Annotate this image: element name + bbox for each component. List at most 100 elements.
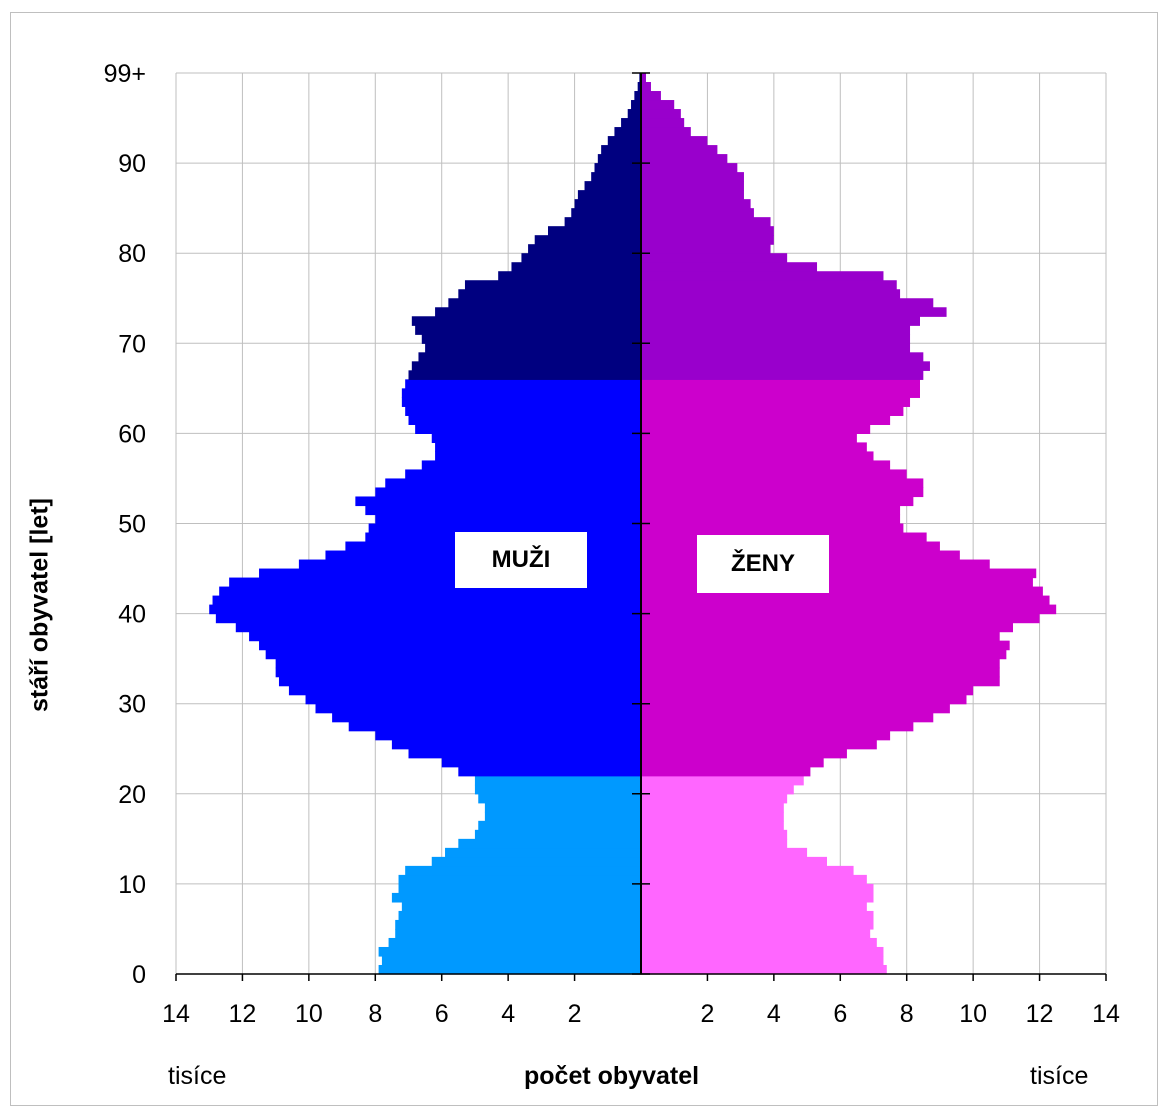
bar-women-age-84 — [641, 208, 754, 218]
bar-men-age-62 — [405, 406, 641, 416]
bar-women-age-15 — [641, 829, 788, 840]
bar-men-age-95 — [627, 109, 641, 119]
bar-women-age-51 — [641, 505, 901, 516]
bar-men-age-57 — [435, 451, 641, 462]
bar-men-age-18 — [484, 802, 641, 813]
bar-women-age-96 — [641, 100, 675, 110]
bar-men-age-3 — [388, 937, 641, 948]
bar-men-age-92 — [607, 136, 641, 146]
bar-women-age-38 — [641, 622, 1013, 633]
bar-men-age-39 — [215, 613, 641, 624]
bar-women-age-73 — [641, 307, 947, 317]
bar-men-age-65 — [405, 379, 641, 389]
bar-women-age-77 — [641, 271, 884, 281]
y-tick-label: 20 — [118, 781, 146, 809]
bar-men-age-66 — [408, 370, 641, 380]
bar-men-age-60 — [415, 424, 641, 434]
bar-men-age-69 — [425, 343, 641, 353]
bar-women-age-0 — [641, 964, 887, 975]
men-series-label: MUŽI — [455, 532, 587, 588]
x-tick-label: 4 — [501, 1000, 515, 1028]
bar-men-age-2 — [378, 946, 641, 957]
x-tick-label: 14 — [162, 1000, 190, 1028]
bar-women-age-69 — [641, 343, 911, 353]
bar-men-age-54 — [385, 478, 641, 489]
bar-women-age-68 — [641, 352, 924, 362]
bar-women-age-14 — [641, 838, 788, 849]
bar-men-age-68 — [418, 352, 641, 362]
bar-men-age-84 — [571, 208, 641, 218]
bar-men-age-24 — [408, 748, 641, 759]
x-tick-label: 6 — [435, 1000, 449, 1028]
bar-women-age-24 — [641, 748, 847, 759]
x-tick-label: 6 — [833, 1000, 847, 1028]
bar-women-age-4 — [641, 928, 871, 939]
bar-women-age-34 — [641, 658, 1000, 669]
bar-women-age-92 — [641, 136, 708, 146]
bar-men-age-94 — [621, 118, 641, 128]
x-tick-label: 4 — [767, 1000, 781, 1028]
bar-women-age-36 — [641, 640, 1010, 651]
bar-women-age-79 — [641, 253, 788, 263]
bar-men-age-90 — [597, 154, 641, 164]
bar-men-age-35 — [265, 649, 641, 660]
bar-women-age-12 — [641, 856, 827, 867]
bar-men-age-29 — [315, 703, 641, 714]
bar-women-age-28 — [641, 712, 934, 723]
bar-men-age-30 — [305, 694, 641, 705]
y-tick-label: 90 — [118, 150, 146, 178]
x-unit-right: tisíce — [1030, 1062, 1089, 1090]
bar-women-age-26 — [641, 730, 891, 741]
bar-women-age-83 — [641, 217, 771, 227]
bar-women-age-5 — [641, 919, 874, 930]
bar-women-age-2 — [641, 946, 884, 957]
bar-women-age-40 — [641, 604, 1057, 615]
bar-men-age-89 — [594, 163, 641, 173]
bar-women-age-39 — [641, 613, 1040, 624]
bar-women-age-63 — [641, 397, 911, 407]
x-tick-label: 8 — [368, 1000, 382, 1028]
bar-men-age-4 — [395, 928, 641, 939]
bar-men-age-23 — [441, 757, 641, 768]
bar-women-age-59 — [641, 433, 857, 444]
bar-men-age-22 — [458, 766, 641, 777]
bar-women-age-10 — [641, 874, 867, 885]
bar-men-age-41 — [212, 595, 642, 606]
bar-men-age-71 — [415, 325, 641, 335]
bar-men-age-44 — [259, 568, 641, 579]
bar-men-age-82 — [548, 226, 641, 236]
bar-women-age-89 — [641, 163, 738, 173]
bar-women-age-85 — [641, 199, 751, 209]
bar-men-age-43 — [229, 577, 641, 588]
bar-women-age-41 — [641, 595, 1050, 606]
bar-women-age-95 — [641, 109, 681, 119]
bar-women-age-98 — [641, 82, 651, 92]
bar-men-age-59 — [431, 433, 641, 444]
bar-women-age-62 — [641, 406, 904, 416]
bar-women-age-49 — [641, 523, 904, 534]
bar-men-age-21 — [474, 775, 641, 786]
y-tick-label: 50 — [118, 511, 146, 539]
bar-men-age-17 — [484, 811, 641, 822]
bar-men-age-74 — [448, 298, 641, 308]
bar-women-age-1 — [641, 955, 884, 966]
bar-women-age-66 — [641, 370, 924, 380]
y-tick-label: 40 — [118, 601, 146, 629]
bar-men-age-38 — [235, 622, 642, 633]
bar-men-age-8 — [391, 892, 641, 903]
bar-men-age-1 — [381, 955, 641, 966]
bar-men-age-85 — [574, 199, 641, 209]
bar-women-age-8 — [641, 892, 874, 903]
bar-women-age-18 — [641, 802, 784, 813]
bar-women-age-31 — [641, 685, 974, 696]
y-tick-label: 30 — [118, 691, 146, 719]
bar-women-age-72 — [641, 316, 920, 326]
bar-men-age-80 — [528, 244, 641, 254]
bar-women-age-50 — [641, 514, 901, 525]
bar-men-age-28 — [332, 712, 641, 723]
bar-men-age-40 — [209, 604, 641, 615]
bar-women-age-74 — [641, 298, 934, 308]
bar-women-age-67 — [641, 361, 930, 371]
bar-men-age-15 — [474, 829, 641, 840]
bar-women-age-52 — [641, 496, 914, 507]
